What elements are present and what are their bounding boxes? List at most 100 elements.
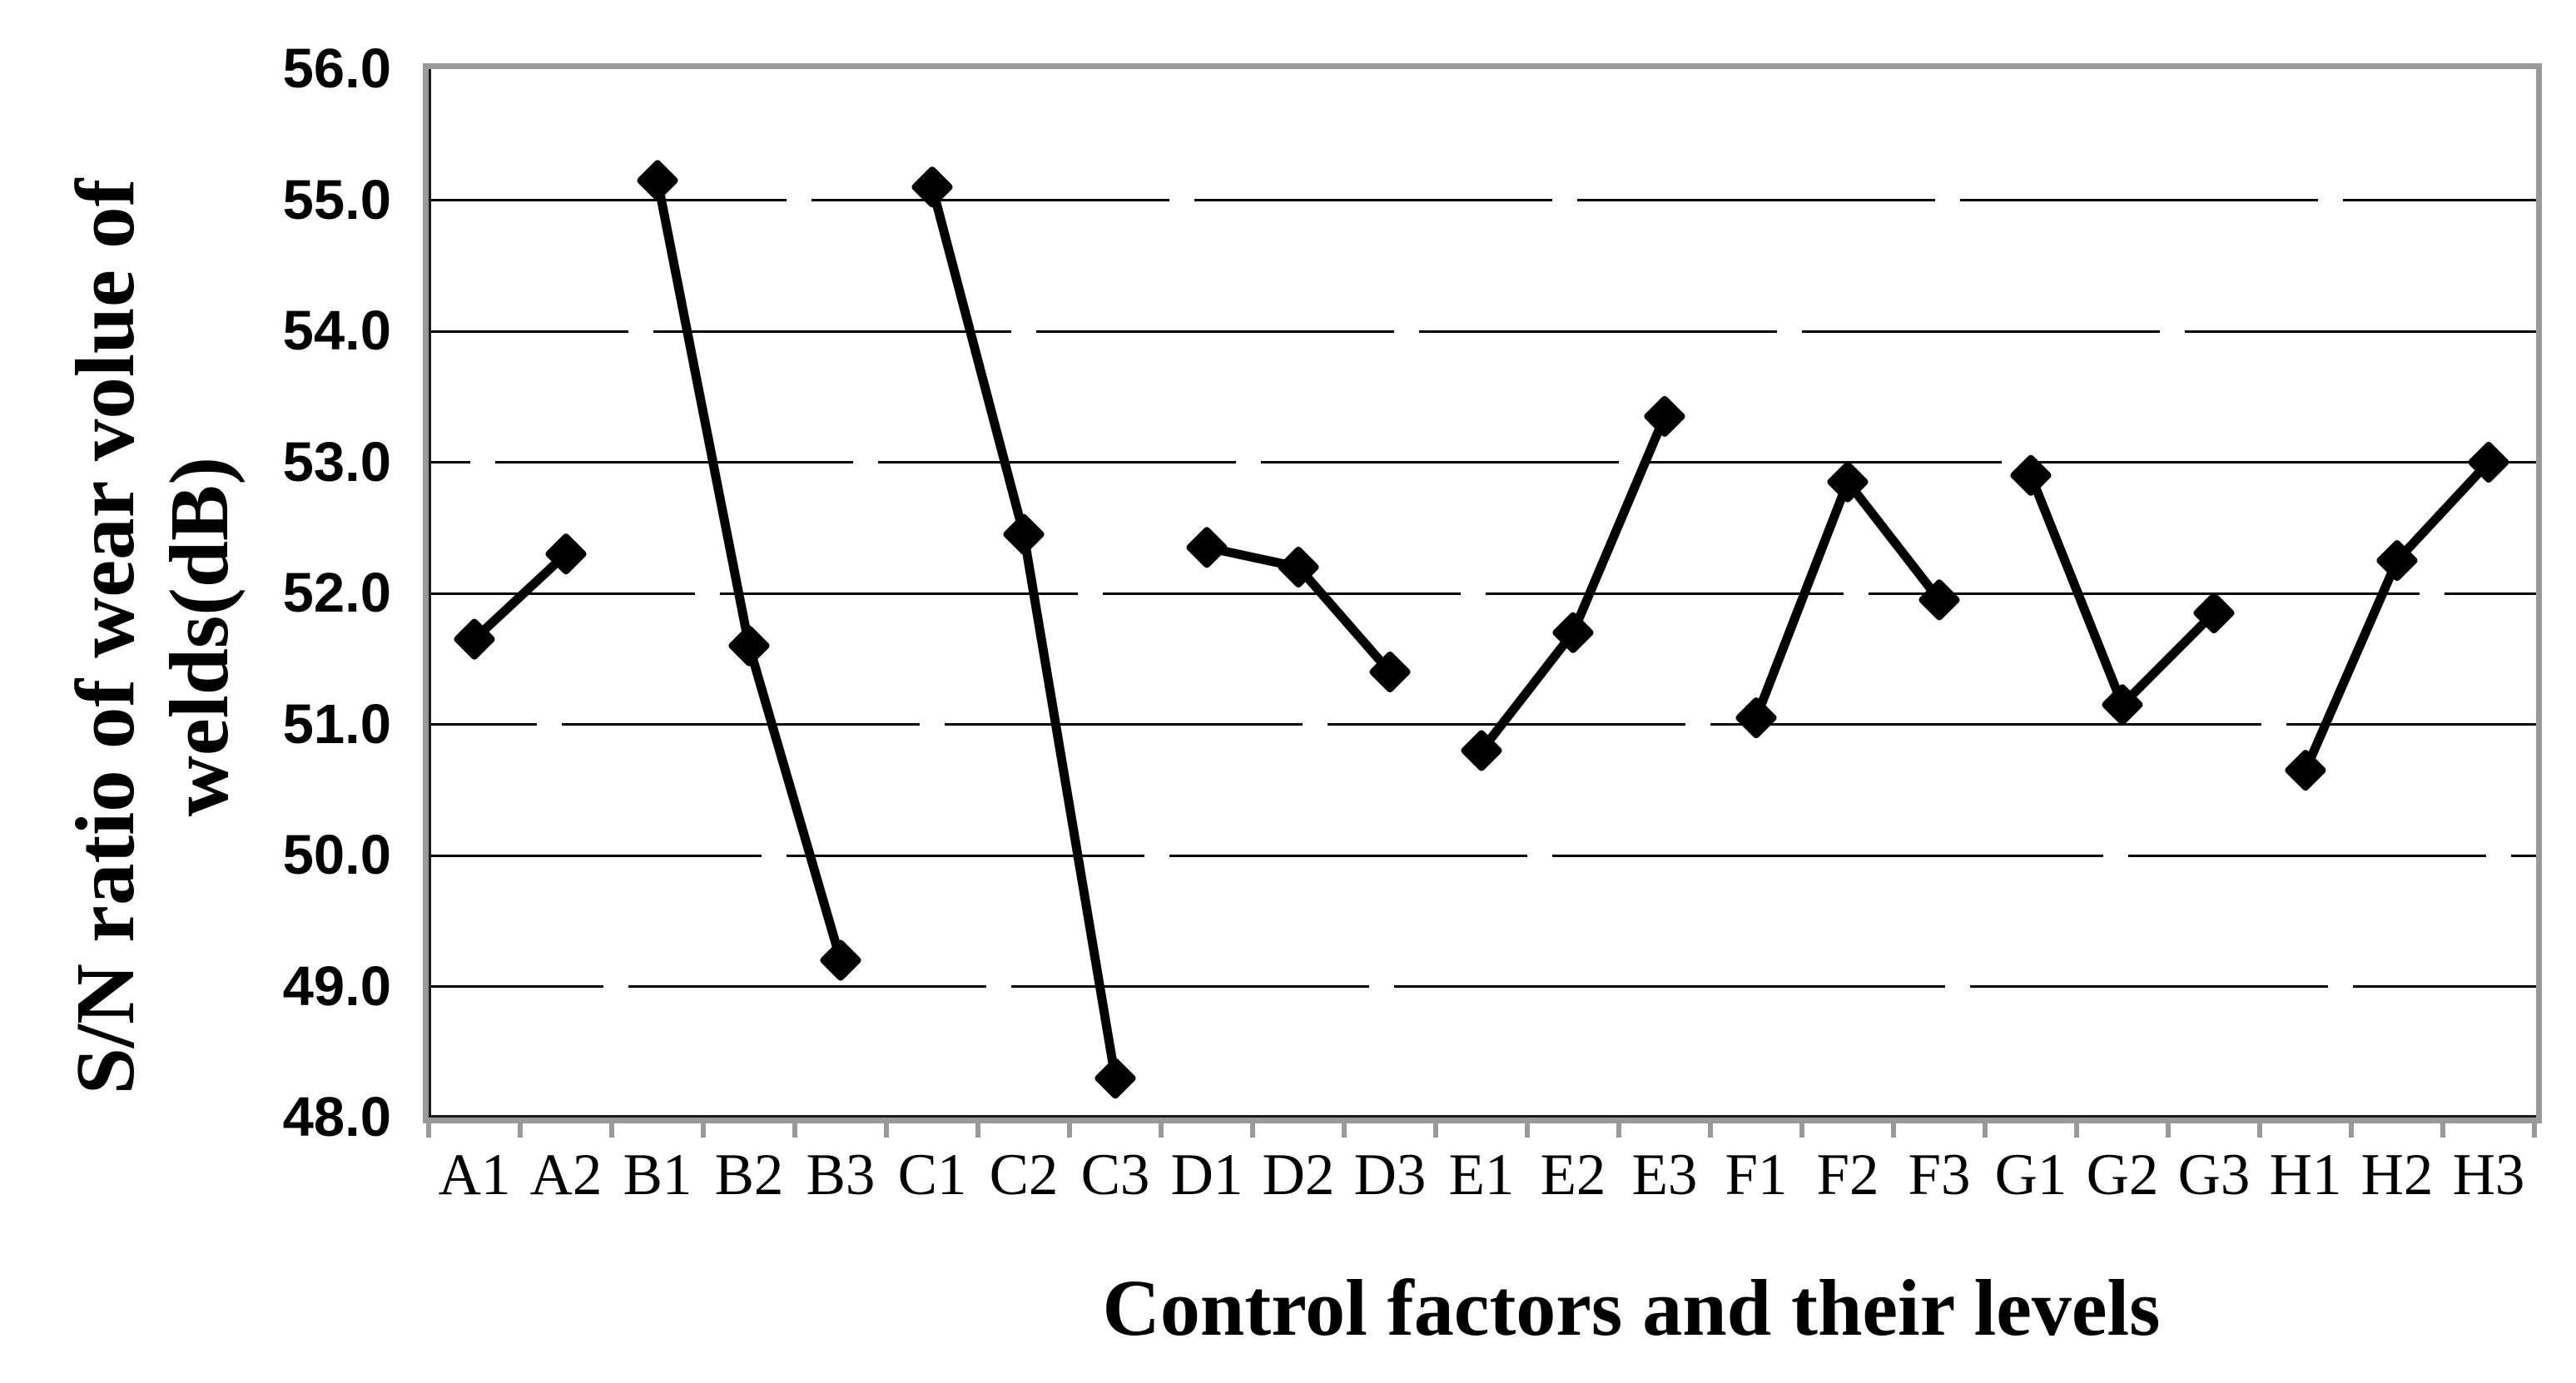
y-tick-label-48.0: 48.0 <box>282 1086 391 1148</box>
x-axis-tick <box>1159 1123 1164 1138</box>
x-category-label-E1: E1 <box>1448 1143 1515 1207</box>
marker-H3 <box>2468 442 2509 483</box>
gridline-52.0 <box>429 592 2536 595</box>
gridline-50.0 <box>429 854 2536 857</box>
gridline-55.0 <box>429 199 2536 201</box>
marker-C2 <box>1003 513 1045 555</box>
x-axis-tick <box>1342 1123 1347 1138</box>
x-category-label-D1: D1 <box>1170 1143 1243 1207</box>
x-axis-tick <box>1891 1123 1896 1138</box>
x-axis-tick <box>2440 1123 2445 1138</box>
y-axis-title: S/N ratio of wear volue of welds(dB) <box>23 67 281 1207</box>
y-tick-label-52.0: 52.0 <box>282 562 391 624</box>
marker-G2 <box>2102 684 2143 726</box>
x-axis-line <box>429 1115 2536 1118</box>
plot-area <box>423 63 2542 1123</box>
marker-C3 <box>1094 1058 1136 1099</box>
x-axis-tick <box>2074 1123 2079 1138</box>
x-category-label-G1: G1 <box>1994 1143 2067 1207</box>
x-category-label-F3: F3 <box>1908 1143 1971 1207</box>
series-line-factor-g <box>2026 473 2217 713</box>
marker-F1 <box>1735 697 1777 739</box>
marker-A2 <box>545 533 587 575</box>
marker-D1 <box>1186 527 1228 568</box>
x-category-label-F2: F2 <box>1816 1143 1879 1207</box>
x-axis-tick <box>1525 1123 1530 1138</box>
x-axis-tick <box>884 1123 889 1138</box>
x-axis-tick <box>1067 1123 1072 1138</box>
marker-C1 <box>911 166 953 208</box>
gridline-53.0 <box>429 461 2536 463</box>
x-axis-tick <box>1433 1123 1438 1138</box>
x-category-label-F1: F1 <box>1725 1143 1788 1207</box>
x-axis-tick <box>2257 1123 2262 1138</box>
y-axis-line <box>429 69 431 1118</box>
x-axis-tick <box>1616 1123 1621 1138</box>
series-line-factor-a <box>471 550 569 643</box>
marker-G3 <box>2193 592 2235 634</box>
x-category-label-B1: B1 <box>623 1143 692 1207</box>
x-category-label-B2: B2 <box>714 1143 784 1207</box>
marker-B1 <box>637 160 678 201</box>
x-category-label-A1: A1 <box>438 1143 511 1207</box>
data-series-layer <box>454 160 2509 1099</box>
series-line-factor-b <box>653 179 846 962</box>
x-category-label-E3: E3 <box>1631 1143 1698 1207</box>
gridline-54.0 <box>429 330 2536 333</box>
x-axis-title: Control factors and their levels <box>1102 1263 2161 1352</box>
series-line-factor-h <box>2301 459 2493 772</box>
series-line-factor-e <box>1477 414 1670 754</box>
x-axis-tick <box>2349 1123 2354 1138</box>
y-axis-title-line2: welds(dB) <box>152 456 246 817</box>
x-category-label-C2: C2 <box>989 1143 1059 1207</box>
x-category-label-H2: H2 <box>2360 1143 2434 1207</box>
x-axis-tick <box>1983 1123 1988 1138</box>
y-tick-label-53.0: 53.0 <box>282 430 391 493</box>
x-axis-tick <box>426 1123 431 1138</box>
series-line-factor-c <box>927 186 1120 1079</box>
x-axis-tick <box>1799 1123 1804 1138</box>
x-category-label-A2: A2 <box>529 1143 603 1207</box>
marker-B3 <box>820 939 861 981</box>
gridline-51.0 <box>429 723 2536 726</box>
x-category-label-G3: G3 <box>2177 1143 2251 1207</box>
x-axis-tick <box>518 1123 523 1138</box>
x-category-label-C1: C1 <box>897 1143 967 1207</box>
marker-E3 <box>1644 395 1685 437</box>
x-axis-tick <box>609 1123 614 1138</box>
marker-E2 <box>1552 612 1594 653</box>
x-category-label-D3: D3 <box>1353 1143 1427 1207</box>
x-axis-tick <box>701 1123 706 1138</box>
marker-F2 <box>1827 461 1869 503</box>
x-axis-tick <box>1250 1123 1255 1138</box>
marker-H2 <box>2376 540 2418 582</box>
marker-B2 <box>728 625 770 667</box>
marker-G1 <box>2010 454 2052 496</box>
x-axis-tick <box>975 1123 980 1138</box>
marker-D2 <box>1278 547 1319 587</box>
x-axis-tick <box>1708 1123 1713 1138</box>
marker-H1 <box>2285 750 2326 791</box>
y-tick-label-51.0: 51.0 <box>282 692 391 756</box>
y-tick-label-55.0: 55.0 <box>282 168 391 231</box>
marker-D3 <box>1369 652 1411 692</box>
x-axis-tick <box>792 1123 797 1138</box>
series-line-factor-f <box>1751 473 1943 720</box>
x-category-label-E2: E2 <box>1540 1143 1606 1207</box>
y-tick-label-56.0: 56.0 <box>282 37 391 100</box>
y-tick-label-54.0: 54.0 <box>282 300 391 362</box>
x-category-label-B3: B3 <box>806 1143 876 1207</box>
x-category-label-G2: G2 <box>2086 1143 2159 1207</box>
marker-A1 <box>454 618 495 660</box>
x-category-label-D2: D2 <box>1262 1143 1335 1207</box>
x-category-label-H1: H1 <box>2269 1143 2342 1207</box>
x-category-label-H3: H3 <box>2452 1143 2525 1207</box>
y-tick-label-49.0: 49.0 <box>282 954 391 1018</box>
x-axis-tick <box>2166 1123 2171 1138</box>
x-axis-tick <box>2532 1123 2537 1138</box>
gridline-49.0 <box>429 985 2536 988</box>
marker-E1 <box>1461 730 1502 771</box>
x-category-label-C3: C3 <box>1080 1143 1150 1207</box>
y-tick-label-50.0: 50.0 <box>282 824 391 886</box>
